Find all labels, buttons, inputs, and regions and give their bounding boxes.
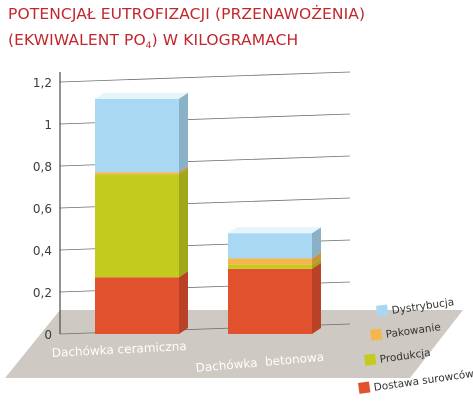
legend-swatch xyxy=(358,381,371,394)
bar-segment xyxy=(228,264,312,269)
chart-title-line-1: POTENCJAŁ EUTROFIZACJI (PRZENAWOŻENIA) xyxy=(8,5,366,23)
y-tick-labels: 0 0,2 0,4 0,6 0,8 1 1,2 xyxy=(33,76,52,342)
title-line-2-end: ) W KILOGRAMACH xyxy=(151,31,299,49)
bar-segment xyxy=(228,233,312,259)
y-tick-label: 0 xyxy=(44,328,52,342)
bar-segment-side xyxy=(312,252,321,265)
bar-segment xyxy=(95,277,179,334)
y-tick-label: 0,8 xyxy=(33,160,52,174)
legend-swatch xyxy=(369,328,383,341)
y-tick-label: 0,4 xyxy=(33,244,52,258)
bar-segment-side xyxy=(312,262,321,334)
chart-title-line-2: (EKWIWALENT PO4) W KILOGRAMACH xyxy=(8,31,298,51)
legend-swatch xyxy=(376,304,389,317)
bar-top xyxy=(95,92,188,99)
bar-segment-side xyxy=(179,271,188,334)
bars xyxy=(95,92,321,334)
y-tick-label: 1 xyxy=(44,118,52,132)
y-tick-label: 0,2 xyxy=(33,286,52,300)
bar-segment xyxy=(228,268,312,334)
bar-segment xyxy=(95,172,179,175)
gridline xyxy=(59,71,351,83)
bar-segment-side xyxy=(312,258,321,269)
y-tick-label: 0,6 xyxy=(33,202,52,216)
title-line-2-start: (EKWIWALENT PO xyxy=(8,31,146,49)
bar-segment xyxy=(228,258,312,265)
bar-segment-side xyxy=(179,168,188,278)
bar-segment-side xyxy=(179,166,188,175)
bar-segment-side xyxy=(179,92,188,173)
y-tick-label: 1,2 xyxy=(33,76,52,90)
bar-top xyxy=(228,227,321,234)
bar-segment xyxy=(95,174,179,278)
title-subscript: 4 xyxy=(145,41,152,51)
legend-swatch xyxy=(363,353,377,366)
bar-segment xyxy=(95,98,179,173)
bar-segment-side xyxy=(312,227,321,259)
